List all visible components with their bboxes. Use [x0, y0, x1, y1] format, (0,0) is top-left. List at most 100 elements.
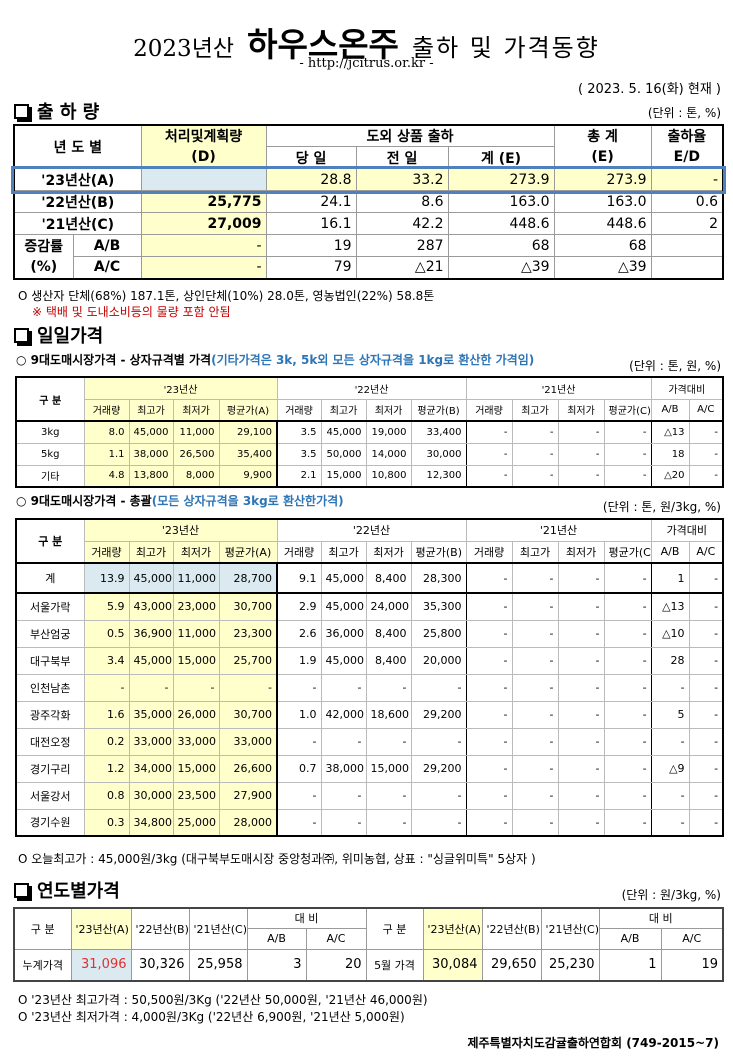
price-cell: -	[511, 592, 559, 621]
price-cell: -	[465, 619, 513, 648]
price-cell: 8,000	[172, 464, 220, 488]
header-y21: '21년산(C)	[540, 907, 600, 950]
subtitle-by-size: ○ 9대도매시장가격 - 상자규격별 가격(기타가격은 3k, 5k외 모든 상…	[16, 351, 534, 368]
header-total: 총 계	[553, 124, 652, 147]
price-cell: 3.5	[276, 420, 322, 444]
section-title: 출 하 량	[37, 102, 100, 123]
price-cell: 14,000	[365, 442, 412, 466]
cell-d: -	[140, 256, 267, 279]
cell-total: 68	[553, 234, 652, 257]
header-max: 최고가	[128, 540, 174, 564]
header-category: 구 분	[13, 907, 72, 950]
price-cell: -	[603, 592, 652, 621]
price-cell: -	[320, 673, 367, 702]
row-label: 5월 가격	[365, 948, 424, 982]
cell-total: 448.6	[553, 212, 652, 235]
cell-d: 25,775	[140, 190, 267, 213]
header-y21: '21년산	[465, 518, 652, 542]
price-cell: 33,400	[410, 420, 467, 444]
header-ac: A/C	[688, 398, 724, 422]
header-category: 구 분	[15, 518, 85, 564]
checkbox-square-icon	[14, 327, 29, 343]
row-label: 누계가격	[13, 948, 72, 982]
header-min: 최저가	[172, 540, 220, 564]
price-cell: -	[603, 562, 652, 594]
header-avg_c: 평균가(C)	[603, 398, 652, 422]
header-avg_c: 평균가(C)	[603, 540, 652, 564]
row-label: 대전오정	[15, 727, 85, 756]
row-label: 서울강서	[15, 781, 85, 810]
header-total-sub: (E)	[553, 146, 652, 169]
price-cell: 26,500	[172, 442, 220, 466]
price-cell: 18,600	[365, 700, 412, 729]
price-cell: 34,000	[128, 754, 174, 783]
price-cell: 12,300	[410, 464, 467, 488]
header-max: 최고가	[320, 540, 367, 564]
header-avg_b: 평균가(B)	[410, 540, 467, 564]
price-cell: △13	[650, 420, 690, 444]
header-sum: 계 (E)	[447, 146, 555, 169]
price-cell: -	[688, 562, 724, 594]
title-prefix: 2023년산	[133, 36, 235, 62]
cell-total: 163.0	[553, 190, 652, 213]
price-cell: -	[511, 562, 559, 594]
price-cell: 33,000	[172, 727, 220, 756]
table-row: (%) A/C -79 △21 △39 △39	[13, 256, 724, 279]
table-row: '22년산(B) 25,775 24.1 8.6 163.0 163.0 0.6	[13, 190, 724, 213]
price-cell: 13,800	[128, 464, 174, 488]
cell-today: 19	[265, 234, 357, 257]
price-cell: -	[511, 646, 559, 675]
price-cell: 1.1	[83, 442, 130, 466]
price-cell: 23,000	[172, 592, 220, 621]
price-cell: 1.6	[83, 700, 130, 729]
header-avg_a: 평균가(A)	[218, 398, 278, 422]
header-y22: '22년산	[276, 376, 467, 400]
header-min: 최저가	[557, 398, 605, 422]
cell-prev: △21	[355, 256, 449, 279]
price-cell: -	[688, 592, 724, 621]
cell-sum: 448.6	[447, 212, 555, 235]
cell-today: 79	[265, 256, 357, 279]
table-row: 누계가격 31,096 30,326 25,958 3 20 5월 가격 30,…	[13, 948, 724, 982]
header-year: 년 도 별	[13, 124, 142, 169]
price-cell: 28,000	[218, 808, 279, 837]
cell-sum: △39	[447, 256, 555, 279]
table-row: 광주각화 1.6 35,000 26,000 30,700 1.0 42,000 18,600…	[15, 700, 724, 729]
price-cell: 1.2	[83, 754, 130, 783]
header-vol: 거래량	[465, 540, 513, 564]
price-cell: 0.3	[83, 808, 130, 837]
header-y22: '22년산	[276, 518, 467, 542]
price-cell: 26,000	[172, 700, 220, 729]
price-cell: -	[688, 781, 724, 810]
price-cell: -	[557, 592, 605, 621]
price-cell: -	[276, 673, 322, 702]
price-cell: 8,400	[365, 562, 412, 594]
price-cell: 15,000	[172, 754, 220, 783]
price-cell: -	[465, 727, 513, 756]
price-cell: 24,000	[365, 592, 412, 621]
month-y23: 30,084	[422, 948, 483, 982]
cell-total: 273.9	[553, 168, 652, 191]
table-row: '23년산(A) 28.8 33.2 273.9 273.9-	[10, 165, 727, 194]
header-compare: 가격대비	[650, 376, 724, 400]
price-cell: 30,000	[128, 781, 174, 810]
header-max: 최고가	[320, 398, 367, 422]
section-title: 일일가격	[37, 326, 104, 347]
cell-d: 27,009	[140, 212, 267, 235]
price-cell: 0.7	[276, 754, 322, 783]
price-cell: 9.1	[276, 562, 322, 594]
header-vol: 거래량	[83, 540, 130, 564]
cell-today: 16.1	[265, 212, 357, 235]
header-avg_a: 평균가(A)	[218, 540, 278, 564]
price-cell: -	[128, 673, 174, 702]
shipment-note-red: ※ 택배 및 도내소비등의 물량 포함 안됨	[32, 305, 231, 319]
price-cell: -	[511, 727, 559, 756]
header-min: 최저가	[365, 540, 412, 564]
footer-org: 제주특별자치도감귤출하연합회 (749-2015~7)	[467, 1036, 719, 1050]
price-cell: 1.0	[276, 700, 322, 729]
price-cell: -	[603, 442, 652, 466]
page-title: 2023년산 하우스온주 출하 및 가격동향	[0, 18, 733, 66]
month-ab: 1	[598, 948, 662, 982]
price-cell: -	[688, 808, 724, 837]
price-cell: -	[276, 808, 322, 837]
